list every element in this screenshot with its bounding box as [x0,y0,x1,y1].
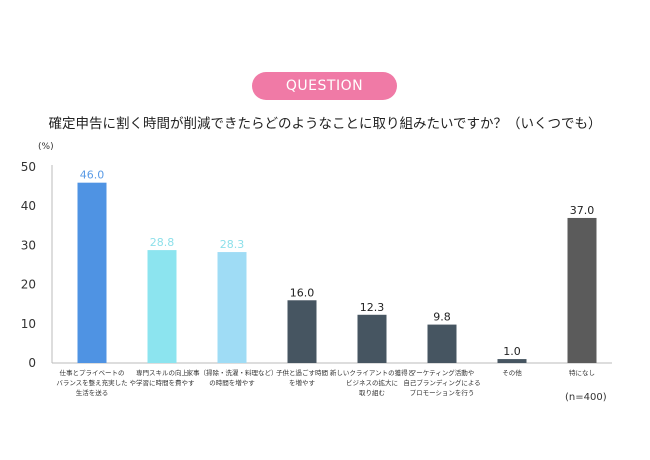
x-category-label: 自己ブランディングによる [403,378,480,387]
x-category-label: ビジネスの拡大に [346,378,398,387]
y-tick-label: 30 [21,238,36,252]
x-category-label: バランスを整え充実した [56,378,127,387]
x-category-label: 特になし [569,368,595,377]
x-category-label: を増やす [289,378,316,387]
x-category-label: 新しいクライアントの獲得と [330,368,414,377]
y-tick-label: 0 [28,356,36,370]
data-label: 12.3 [360,301,385,314]
chart-axes: (%) 0 10 20 30 40 50 [21,142,612,370]
bar [147,250,177,363]
y-tick-label: 40 [21,199,36,213]
bar [497,359,527,363]
data-label: 1.0 [503,345,521,358]
question-badge: QUESTION [252,72,397,100]
bar [357,314,387,363]
y-tick-label: 20 [21,278,36,292]
x-category-label: や学習に時間を費やす [130,378,196,387]
bar [77,182,107,363]
data-label: 46.0 [80,169,105,182]
x-category-label: 専門スキルの向上 [136,368,189,377]
data-label: 28.8 [150,236,175,249]
bar [427,324,457,363]
bar [287,300,317,363]
x-category-label: 生活を送る [76,388,109,397]
x-category-label: の時間を増やす [209,378,255,387]
y-tick-label: 50 [21,160,36,174]
question-text: 確定申告に割く時間が削減できたらどのようなことに取り組みたいですか？（いくつでも… [48,116,602,132]
x-category-label: マーケティング活動や [410,368,474,377]
x-category-label: 家事（掃除・洗濯・料理など） [187,368,278,377]
x-category-label: 仕事とプライベートの [60,368,125,377]
chart-bars [77,182,597,363]
x-category-label: 子供と過ごす時間 [276,368,328,377]
x-category-label: 取り組む [359,388,385,397]
data-label: 28.3 [220,238,245,251]
x-category-label: その他 [502,368,522,377]
data-label: 37.0 [570,204,595,217]
sample-size-note: (n=400) [565,392,607,403]
y-tick-label: 10 [21,317,36,331]
data-label: 16.0 [290,286,315,299]
data-label: 9.8 [433,311,451,324]
y-axis-unit-label: (%) [38,142,54,152]
bar [567,217,597,363]
x-category-label: プロモーションを行う [410,388,475,397]
bar [217,252,247,363]
